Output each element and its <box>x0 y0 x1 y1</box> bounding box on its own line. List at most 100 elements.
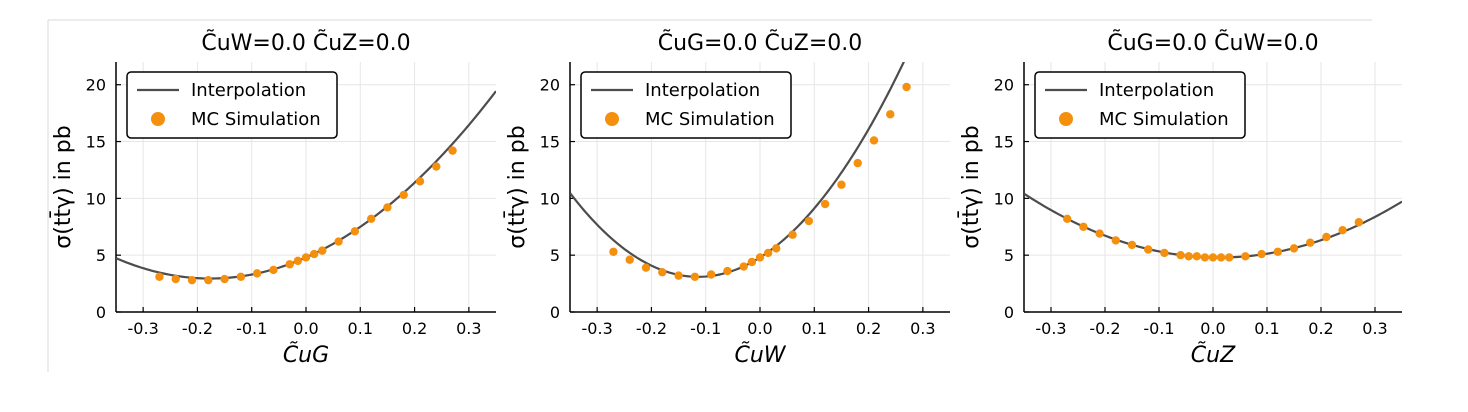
x-axis-label: C̃uW <box>734 342 786 368</box>
mc-point <box>886 110 895 119</box>
mc-point <box>1225 253 1234 262</box>
mc-point <box>448 146 457 155</box>
mc-point <box>739 262 748 271</box>
y-tick-label: 0 <box>1004 303 1014 322</box>
mc-point <box>301 253 311 262</box>
mc-point <box>1257 249 1266 259</box>
x-tick-label: 0.3 <box>1362 319 1387 338</box>
mc-point <box>383 203 392 212</box>
legend-box <box>580 71 792 139</box>
y-tick-label: 5 <box>550 246 560 265</box>
legend-interpolation-label: Interpolation <box>645 80 760 101</box>
mc-point <box>350 227 360 236</box>
mc-point <box>837 180 846 189</box>
x-tick-label: -0.3 <box>582 319 613 338</box>
mc-point <box>658 268 667 277</box>
y-tick-label: 15 <box>994 133 1014 152</box>
panel-1: -0.3 -0.2 -0.1 0.0 0.1 0.2 0.3 0 5 10 15 20 C̃uW=0.0… <box>50 30 496 368</box>
mc-point <box>1111 236 1121 245</box>
mc-point <box>155 272 164 281</box>
mc-point <box>763 248 773 258</box>
mc-point <box>334 237 343 246</box>
mc-point <box>820 199 830 209</box>
mc-point <box>1095 229 1104 238</box>
legend: Interpolation MC Simulation <box>580 71 792 139</box>
mc-point <box>1176 250 1185 260</box>
mc-point <box>804 216 814 226</box>
mc-point <box>366 214 376 224</box>
y-tick-label: 0 <box>550 303 560 322</box>
x-tick-label: 0.2 <box>1308 319 1333 338</box>
y-tick-label: 10 <box>540 189 560 208</box>
mc-point <box>641 263 651 272</box>
mc-point <box>415 177 425 186</box>
mc-point <box>723 266 732 276</box>
mc-point <box>1322 232 1331 242</box>
legend-mc-label: MC Simulation <box>1099 109 1229 130</box>
panel-title: C̃uW=0.0 C̃uZ=0.0 <box>201 30 410 56</box>
legend-box <box>126 71 338 139</box>
mc-point <box>1127 240 1137 250</box>
mc-point <box>853 158 862 168</box>
x-tick-label: -0.2 <box>182 319 213 338</box>
panel-title: C̃uG=0.0 C̃uW=0.0 <box>1107 30 1318 56</box>
mc-point <box>674 271 683 280</box>
mc-point <box>236 272 246 281</box>
x-tick-label: 0.0 <box>747 319 772 338</box>
x-tick-label: 0.1 <box>802 319 827 338</box>
legend-box <box>1034 71 1246 139</box>
legend: Interpolation MC Simulation <box>1034 71 1246 139</box>
mc-point <box>1338 225 1347 235</box>
x-axis-label: C̃uG <box>283 342 329 368</box>
mc-point <box>625 255 634 264</box>
mc-point <box>609 247 618 256</box>
x-tick-label: 0.1 <box>1254 319 1279 338</box>
mc-point <box>1354 218 1364 227</box>
x-tick-label: -0.2 <box>636 319 667 338</box>
legend-point-swatch <box>605 112 619 126</box>
x-axis-label: C̃uZ <box>1191 342 1236 368</box>
mc-point <box>1241 252 1250 261</box>
y-tick-label: 5 <box>96 246 106 265</box>
mc-point <box>269 265 278 275</box>
legend-point-swatch <box>1059 112 1073 126</box>
mc-point <box>285 260 294 269</box>
x-tick-label: 0.2 <box>402 319 427 338</box>
mc-point <box>318 246 327 255</box>
x-tick-label: 0.3 <box>456 319 481 338</box>
panel-2: -0.3 -0.2 -0.1 0.0 0.1 0.2 0.3 0 5 10 15 20 C̃uG=0.0… <box>504 30 950 368</box>
mc-point <box>252 269 262 278</box>
mc-point <box>902 82 911 92</box>
mc-point <box>309 249 319 259</box>
x-tick-label: -0.1 <box>1143 319 1174 338</box>
x-tick-label: -0.2 <box>1089 319 1120 338</box>
mc-point <box>869 136 879 145</box>
mc-point <box>788 230 797 239</box>
mc-point <box>1216 253 1226 262</box>
mc-point <box>706 270 716 279</box>
mc-point <box>293 256 303 266</box>
y-axis-label: σ(tt̄γ) in pb <box>50 125 76 248</box>
y-tick-label: 20 <box>540 76 560 95</box>
y-tick-label: 5 <box>1004 246 1014 265</box>
y-tick-label: 10 <box>994 189 1014 208</box>
x-tick-label: 0.3 <box>910 319 935 338</box>
y-tick-label: 15 <box>540 133 560 152</box>
mc-point <box>1200 253 1210 262</box>
x-tick-label: -0.3 <box>128 319 159 338</box>
mc-point <box>755 253 765 262</box>
mc-point <box>1184 252 1193 261</box>
y-tick-label: 10 <box>86 189 106 208</box>
x-tick-label: -0.1 <box>236 319 267 338</box>
mc-point <box>204 275 213 285</box>
legend-point-swatch <box>151 112 165 126</box>
x-tick-label: 0.0 <box>1200 319 1225 338</box>
y-tick-label: 20 <box>86 76 106 95</box>
legend-mc-label: MC Simulation <box>191 109 321 130</box>
x-tick-label: 0.1 <box>348 319 373 338</box>
mc-point <box>1063 214 1072 224</box>
mc-point <box>1160 248 1169 258</box>
panel-3: -0.3 -0.2 -0.1 0.0 0.1 0.2 0.3 0 5 10 15 20 C̃uG=0.0… <box>958 30 1402 368</box>
mc-point <box>1192 252 1202 261</box>
